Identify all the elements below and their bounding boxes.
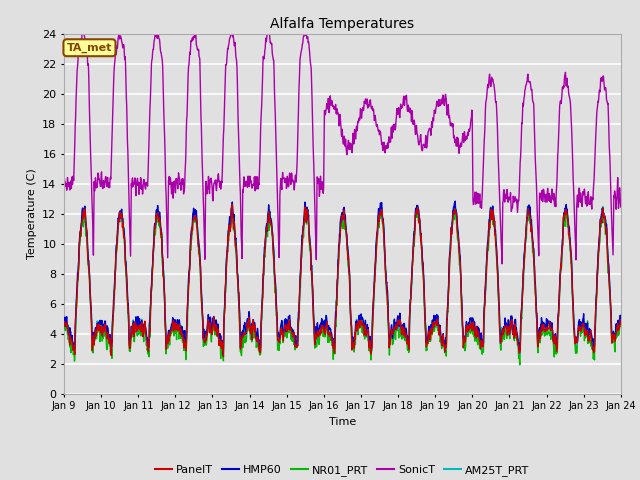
PanelT <box>220 354 227 360</box>
HMP60 <box>246 328 254 334</box>
PanelT <box>617 321 625 327</box>
HMP60 <box>170 323 178 329</box>
SonicT <box>184 70 192 75</box>
NR01_PRT <box>170 327 178 333</box>
PanelT <box>502 324 510 329</box>
HMP60 <box>552 331 559 336</box>
AM25T_PRT <box>451 202 459 207</box>
Line: SonicT: SonicT <box>64 28 621 282</box>
Line: AM25T_PRT: AM25T_PRT <box>64 204 621 354</box>
PanelT <box>170 321 178 327</box>
PanelT <box>429 324 437 330</box>
NR01_PRT <box>429 324 437 330</box>
SonicT <box>246 178 254 184</box>
NR01_PRT <box>502 323 509 328</box>
AM25T_PRT <box>170 322 178 328</box>
HMP60 <box>617 317 625 323</box>
AM25T_PRT <box>552 336 559 341</box>
NR01_PRT <box>60 325 68 331</box>
AM25T_PRT <box>184 295 191 301</box>
Title: Alfalfa Temperatures: Alfalfa Temperatures <box>270 17 415 31</box>
AM25T_PRT <box>60 320 68 326</box>
AM25T_PRT <box>429 322 436 327</box>
HMP60 <box>219 352 227 358</box>
SonicT <box>79 25 86 31</box>
Line: PanelT: PanelT <box>64 204 621 357</box>
Line: HMP60: HMP60 <box>64 201 621 355</box>
Legend: PanelT, HMP60, NR01_PRT, SonicT, AM25T_PRT: PanelT, HMP60, NR01_PRT, SonicT, AM25T_P… <box>151 460 534 480</box>
HMP60 <box>184 295 191 301</box>
SonicT <box>429 115 437 120</box>
NR01_PRT <box>301 204 309 209</box>
NR01_PRT <box>246 332 254 337</box>
PanelT <box>247 327 255 333</box>
PanelT <box>228 202 236 207</box>
HMP60 <box>451 198 459 204</box>
HMP60 <box>502 320 510 326</box>
AM25T_PRT <box>516 351 524 357</box>
NR01_PRT <box>516 362 524 368</box>
Y-axis label: Temperature (C): Temperature (C) <box>26 168 36 259</box>
AM25T_PRT <box>246 328 254 334</box>
AM25T_PRT <box>502 321 509 326</box>
HMP60 <box>60 323 68 329</box>
Text: TA_met: TA_met <box>67 43 112 53</box>
SonicT <box>171 180 179 185</box>
SonicT <box>551 195 559 201</box>
PanelT <box>552 337 559 343</box>
X-axis label: Time: Time <box>329 417 356 427</box>
AM25T_PRT <box>617 321 625 327</box>
NR01_PRT <box>552 340 559 346</box>
PanelT <box>60 321 68 327</box>
SonicT <box>617 204 625 210</box>
SonicT <box>502 192 509 198</box>
PanelT <box>184 296 191 302</box>
NR01_PRT <box>617 321 625 326</box>
NR01_PRT <box>184 300 191 306</box>
Line: NR01_PRT: NR01_PRT <box>64 206 621 365</box>
HMP60 <box>429 317 437 323</box>
SonicT <box>60 279 68 285</box>
